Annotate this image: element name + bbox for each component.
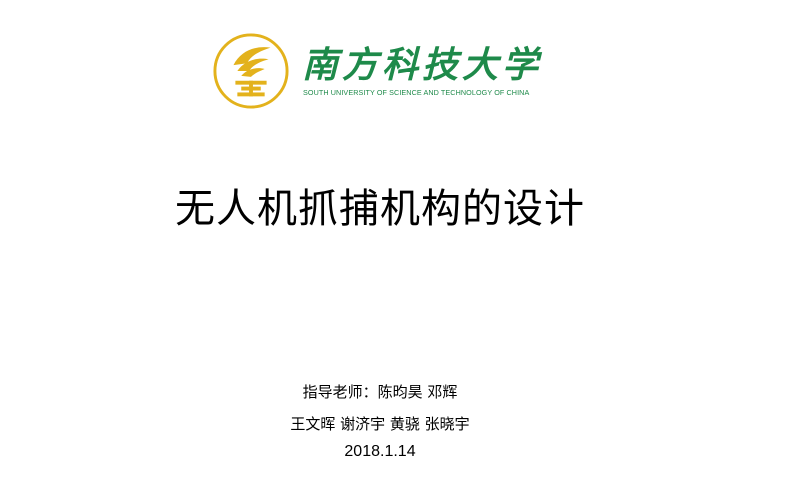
torch-emblem-icon	[213, 33, 289, 109]
members-line: 王文晖 谢济宇 黄骁 张晓宇	[290, 415, 470, 433]
university-logo: 南方科技大学 SOUTH UNIVERSITY OF SCIENCE AND T…	[212, 28, 542, 114]
logo-chinese-name: 南方科技大学	[302, 44, 543, 86]
date-line: 2018.1.14	[344, 443, 416, 460]
advisors-line: 指导老师：陈昀昊 邓辉	[302, 383, 458, 401]
slide-title: 无人机抓捕机构的设计	[175, 186, 585, 232]
logo-english-name: SOUTH UNIVERSITY OF SCIENCE AND TECHNOLO…	[303, 88, 530, 97]
